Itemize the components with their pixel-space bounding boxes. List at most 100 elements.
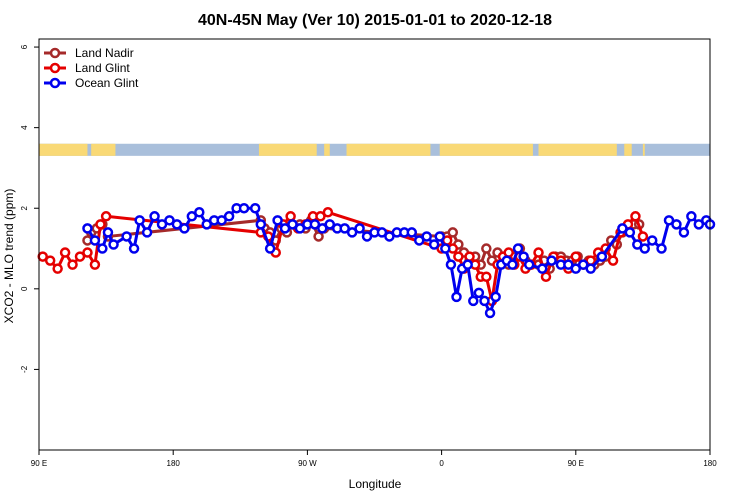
chart-title: 40N-45N May (Ver 10) 2015-01-01 to 2020-… — [198, 12, 552, 29]
data-point — [249, 202, 261, 214]
data-point — [656, 243, 667, 254]
legend-item: Land Nadir — [44, 46, 134, 60]
data-point — [686, 211, 697, 222]
data-point — [473, 287, 485, 299]
data-point — [97, 243, 108, 254]
data-point — [445, 259, 457, 270]
data-point — [134, 215, 145, 226]
data-point — [264, 243, 276, 254]
data-point — [413, 235, 425, 246]
data-point — [95, 219, 106, 230]
land-segment-8 — [642, 143, 645, 156]
y-tick-label: 0 — [20, 286, 29, 291]
data-point — [507, 259, 518, 270]
data-point — [434, 231, 445, 242]
data-point — [693, 219, 705, 230]
data-point — [223, 211, 235, 222]
data-point — [596, 251, 608, 262]
data-point — [639, 243, 651, 254]
data-point — [279, 223, 291, 234]
data-point — [201, 219, 212, 230]
data-point — [89, 259, 101, 270]
data-point — [637, 231, 649, 242]
data-point — [376, 227, 388, 238]
legend-label: Land Nadir — [75, 46, 134, 60]
data-point — [287, 219, 298, 230]
land-ocean-band — [39, 143, 710, 156]
x-tick-label: 90 W — [298, 459, 317, 468]
data-point — [440, 243, 451, 254]
data-point — [121, 231, 132, 242]
data-point — [141, 227, 153, 238]
data-point — [484, 307, 496, 319]
data-point — [285, 211, 296, 222]
y-tick-label: 2 — [20, 205, 29, 210]
data-point — [406, 227, 418, 238]
data-point — [468, 295, 479, 307]
data-point — [421, 231, 432, 242]
data-point — [171, 219, 183, 230]
land-segment-3 — [324, 143, 330, 156]
x-tick-label: 180 — [167, 459, 181, 468]
data-point — [100, 211, 112, 222]
data-point — [294, 223, 306, 234]
data-point — [570, 263, 582, 274]
x-tick-label: 0 — [439, 459, 444, 468]
y-axis-label: XCO2 - MLO trend (ppm) — [2, 189, 16, 324]
data-point — [518, 251, 529, 262]
data-point — [313, 231, 324, 242]
data-point — [186, 211, 198, 222]
data-point — [481, 243, 492, 254]
land-segment-7 — [624, 143, 632, 156]
data-point — [216, 215, 227, 226]
series-ocean-glint — [82, 202, 716, 319]
data-point — [82, 247, 93, 258]
x-tick-label: 180 — [703, 459, 717, 468]
data-point — [156, 219, 168, 230]
data-point — [646, 235, 658, 246]
land-segment-1 — [91, 143, 116, 156]
data-point — [540, 271, 552, 282]
legend-swatch-marker — [49, 62, 61, 74]
y-tick-label: 6 — [20, 44, 29, 49]
data-point — [546, 255, 557, 266]
data-point — [179, 223, 190, 234]
data-point — [44, 255, 56, 266]
data-point — [194, 207, 205, 218]
data-point — [523, 259, 535, 270]
data-point — [149, 211, 160, 222]
axes: 90 E 180 90 W 0 90 E 180 -2 0 2 4 6 — [20, 44, 717, 468]
legend-item: Land Glint — [44, 61, 130, 75]
legend-item: Ocean Glint — [44, 76, 139, 90]
data-point — [451, 291, 462, 303]
data-point — [533, 247, 544, 258]
data-point — [578, 259, 589, 270]
data-point — [512, 243, 524, 254]
data-point — [238, 202, 250, 214]
data-point — [570, 251, 582, 262]
y-tick-label: -2 — [20, 365, 29, 373]
land-segment-2 — [258, 143, 317, 156]
data-point — [102, 227, 114, 238]
data-point — [324, 219, 336, 230]
x-tick-label: 90 E — [31, 459, 47, 468]
data-point — [354, 223, 365, 234]
series-layer — [37, 202, 716, 319]
data-point — [128, 243, 140, 254]
land-segment-4 — [346, 143, 431, 156]
data-point — [624, 227, 636, 238]
land-segment-5 — [439, 143, 533, 156]
legend-label: Land Glint — [75, 61, 130, 75]
data-point — [322, 207, 334, 218]
legend-swatch-marker — [49, 77, 61, 89]
data-point — [309, 219, 321, 230]
data-point — [585, 263, 596, 274]
data-point — [74, 251, 86, 262]
data-point — [490, 291, 501, 303]
data-point — [678, 227, 690, 238]
plot-frame — [38, 38, 711, 451]
data-point — [346, 227, 358, 238]
data-point — [317, 223, 328, 234]
land-segment-0 — [39, 143, 88, 156]
